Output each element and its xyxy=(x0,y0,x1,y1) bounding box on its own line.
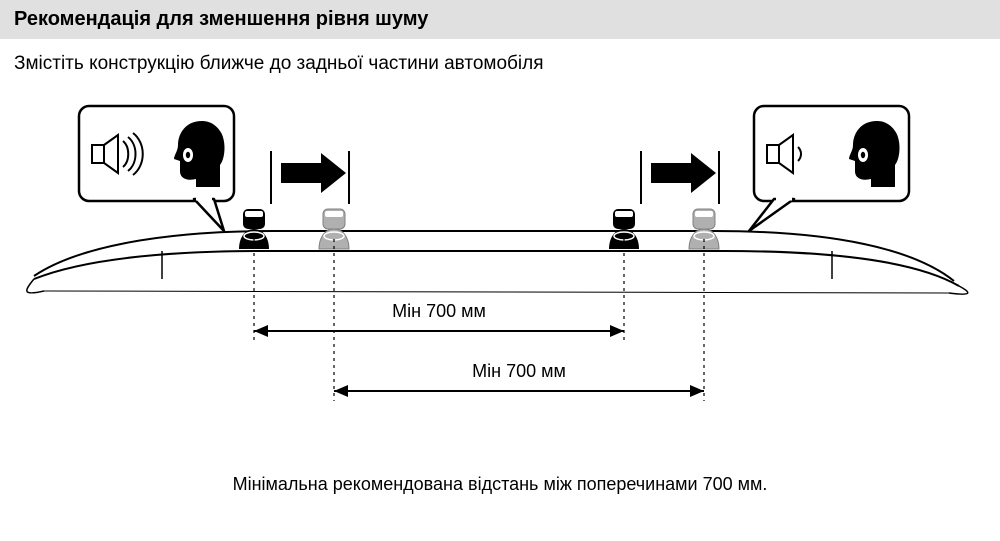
caption: Мінімальна рекомендована відстань між по… xyxy=(0,466,1000,495)
dimension-top: Мін 700 мм xyxy=(254,299,624,337)
front-mount-ghost xyxy=(319,209,349,249)
dimension-bottom: Мін 700 мм xyxy=(334,359,704,397)
move-arrow-rear xyxy=(651,153,716,193)
dimension-top-label: Мін 700 мм xyxy=(392,301,486,321)
caption-text: Мінімальна рекомендована відстань між по… xyxy=(233,474,768,494)
car-roof-outline xyxy=(27,231,968,294)
move-arrow-front xyxy=(281,153,346,193)
subtitle: Змістіть конструкцію ближче до задньої ч… xyxy=(0,39,1000,81)
header-title: Рекомендація для зменшення рівня шуму xyxy=(14,8,428,30)
dimension-bottom-label: Мін 700 мм xyxy=(472,361,566,381)
diagram-container: Мін 700 мм Мін 700 мм xyxy=(0,81,1000,466)
callout-loud xyxy=(79,106,234,231)
rear-mount-current xyxy=(609,209,639,249)
front-mount-current xyxy=(239,209,269,249)
subtitle-text: Змістіть конструкцію ближче до задньої ч… xyxy=(14,53,544,74)
callout-quiet xyxy=(749,106,909,231)
rear-mount-ghost xyxy=(689,209,719,249)
header-bar: Рекомендація для зменшення рівня шуму xyxy=(0,0,1000,39)
noise-reduction-diagram: Мін 700 мм Мін 700 мм xyxy=(14,81,986,461)
